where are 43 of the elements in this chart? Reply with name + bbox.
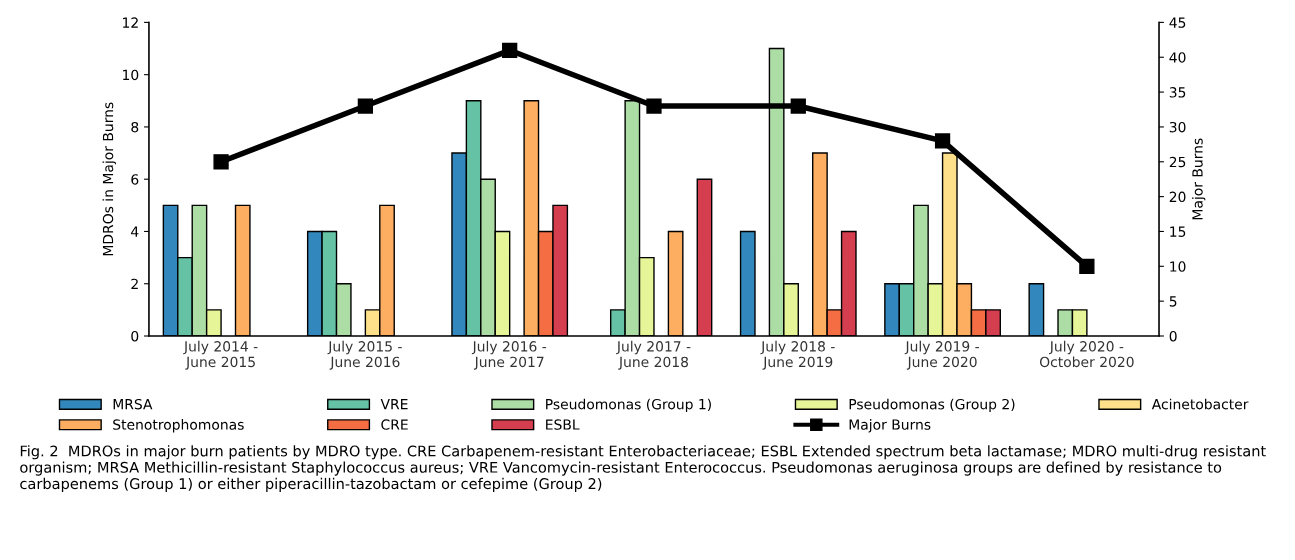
x-tick-label: July 2015 - June 2016 bbox=[327, 340, 402, 370]
point bbox=[790, 98, 806, 114]
caption: Fig. 2 MDROs in major burn patients by MDRO type. CRE Carbapenem-resistant Enterobacteriaceae; ESBL Extended spectrum beta lactamase; MDRO multi-drug resistant organism; MRSA Methicillin-resistant Staphylococcus aureus; VRE Vancomycin-resistant Enterococcus. Pseudomonas aeruginosa groups are defined by resistance to carbapenems (Group 1) or either piperacillin-tazobactam or cefepime (Group 2) bbox=[20, 445, 1266, 492]
y2-tick-label: 35 bbox=[1169, 87, 1186, 98]
legend-label: MRSA bbox=[113, 398, 153, 410]
y-tick-label: 4 bbox=[131, 226, 139, 237]
y2-tick-label: 20 bbox=[1169, 191, 1186, 203]
y2-axis-title: Major Burns bbox=[1191, 138, 1206, 220]
legend-label: Acinetobacter bbox=[1151, 398, 1249, 410]
y2-tick-label: 0 bbox=[1169, 330, 1177, 342]
y2-tick-label: 45 bbox=[1169, 17, 1186, 28]
y-tick-label: 6 bbox=[131, 174, 139, 185]
y2-tick-label: 30 bbox=[1169, 121, 1186, 133]
x-tick-label: July 2020 - October 2020 bbox=[1039, 340, 1134, 368]
y-tick-label: 10 bbox=[123, 69, 139, 81]
point bbox=[213, 154, 229, 170]
legend-label: Pseudomonas (Group 1) bbox=[546, 398, 711, 413]
point bbox=[646, 98, 662, 114]
y2-tick-label: 15 bbox=[1170, 226, 1186, 237]
x-tick-label: July 2016 - June 2017 bbox=[471, 340, 547, 370]
legend-label: Major Burns bbox=[849, 419, 931, 433]
point bbox=[357, 98, 374, 114]
point bbox=[502, 42, 518, 58]
y-tick-label: 0 bbox=[131, 330, 139, 342]
legend-label: ESBL bbox=[546, 419, 580, 430]
x-tick-label: July 2018 - June 2019 bbox=[760, 340, 835, 370]
y2-tick-label: 5 bbox=[1169, 296, 1177, 307]
legend-label: CRE bbox=[381, 419, 408, 430]
legend-label: VRE bbox=[380, 399, 408, 410]
y-tick-label: 8 bbox=[131, 121, 139, 133]
y2-tick-label: 10 bbox=[1170, 261, 1186, 272]
y2-tick-label: 25 bbox=[1169, 156, 1186, 168]
y2-tick-label: 40 bbox=[1169, 52, 1186, 63]
point bbox=[1079, 258, 1095, 274]
y-tick-label: 12 bbox=[123, 17, 138, 28]
point bbox=[934, 133, 951, 149]
legend-label: Stenotrophomonas bbox=[113, 419, 244, 433]
y-axis-title: MDROs in Major Burns bbox=[102, 102, 116, 256]
x-tick-label: July 2017 - June 2018 bbox=[616, 340, 691, 370]
x-tick-label: July 2014 - June 2015 bbox=[183, 340, 258, 370]
legend-label: Pseudomonas (Group 2) bbox=[849, 398, 1015, 413]
x-tick-label: July 2019 - June 2020 bbox=[904, 340, 979, 370]
y-tick-label: 2 bbox=[131, 278, 138, 290]
